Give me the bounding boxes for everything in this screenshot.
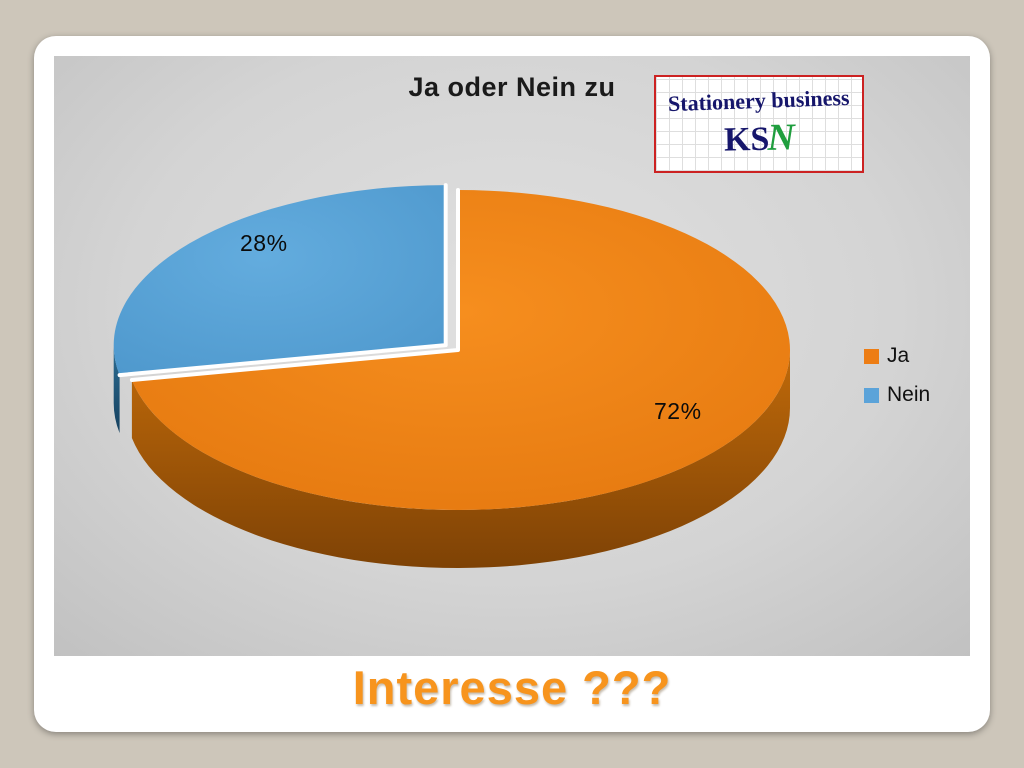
pie-value-label-ja: 72% bbox=[654, 398, 702, 424]
logo-ks-text: KS bbox=[723, 120, 770, 159]
logo-ksn: KSN bbox=[723, 115, 795, 160]
slide-bottom-title: Interesse ??? bbox=[352, 661, 672, 714]
logo-n-mark: N bbox=[766, 116, 795, 159]
legend-item-ja: Ja bbox=[864, 344, 930, 368]
legend-item-nein: Nein bbox=[864, 383, 930, 407]
legend-label-nein: Nein bbox=[887, 383, 931, 406]
legend-label-ja: Ja bbox=[887, 344, 910, 367]
chart-panel: Ja oder Nein zu Stationery business KSN … bbox=[54, 56, 970, 656]
chart-legend: Ja Nein bbox=[864, 344, 930, 407]
logo-text-line1: Stationery business bbox=[667, 84, 851, 117]
pie-value-label-nein: 28% bbox=[240, 230, 288, 256]
legend-swatch-ja bbox=[864, 348, 879, 364]
slide-card: Ja oder Nein zu Stationery business KSN … bbox=[34, 36, 990, 732]
legend-swatch-nein bbox=[864, 387, 879, 403]
pie-chart bbox=[113, 183, 791, 568]
logo-box: Stationery business KSN bbox=[654, 75, 864, 173]
chart-title: Ja oder Nein zu bbox=[408, 72, 616, 102]
